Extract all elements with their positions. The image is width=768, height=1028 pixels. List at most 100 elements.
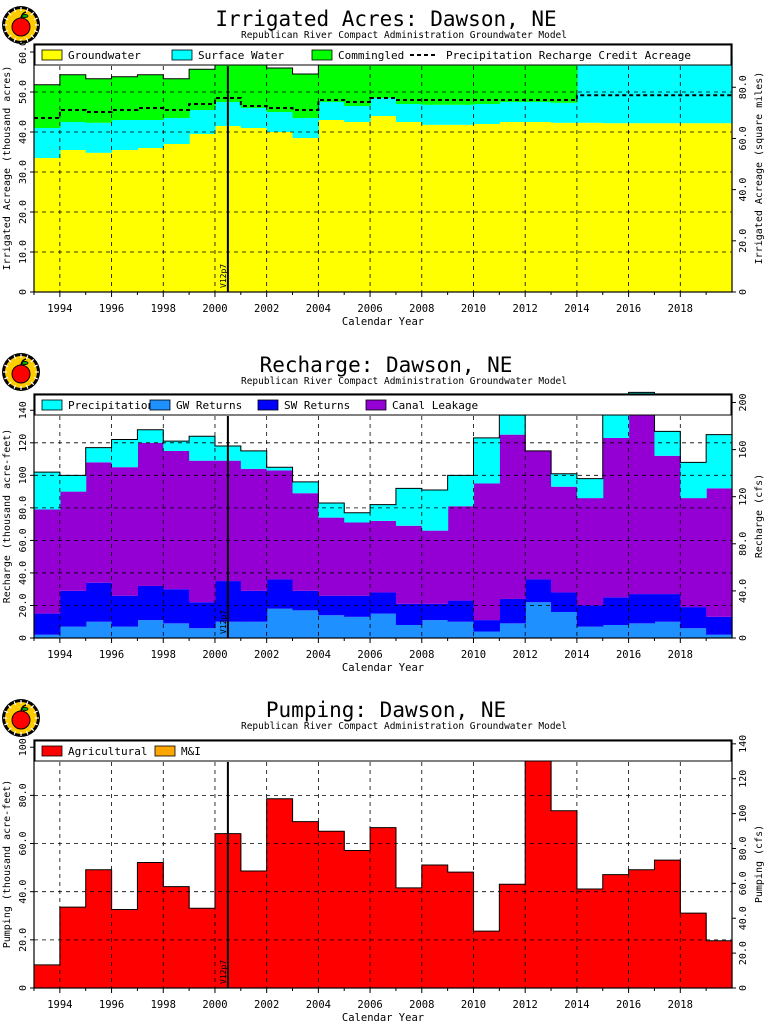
x-axis-label: Calendar Year [342,1012,424,1024]
bar-canal-leakage-1993 [34,509,60,613]
bar-groundwater-1996 [112,150,138,292]
bar-canal-leakage-2004 [318,518,344,596]
ytick-label: 10.0 [18,240,29,264]
bar-gw-returns-2015 [603,625,629,638]
bar-groundwater-2010 [473,124,499,292]
legend-label-recharge-credit: Precipitation Recharge Credit Acreage [446,49,691,62]
bar-sw-returns-2007 [396,604,422,625]
legend-label-sw-returns: SW Returns [284,399,350,412]
bar-surface-water-1994 [60,122,86,150]
bar-agricultural-1997 [137,863,163,988]
bar-sw-returns-1993 [34,614,60,635]
bar-sw-returns-2016 [629,594,655,623]
bar-groundwater-2014 [577,123,603,292]
xtick-label: 2010 [461,303,486,315]
bar-canal-leakage-1998 [163,451,189,589]
ytick-label: 100 [18,738,29,756]
bar-surface-water-2006 [370,98,396,116]
ytick-label: 140 [18,401,29,419]
xtick-label: 2012 [513,649,538,661]
bar-canal-leakage-2019 [706,488,732,617]
xtick-label: 2004 [306,649,331,661]
ytick-label: 120 [18,434,29,452]
y-axis-label: Recharge (thousand acre-feet) [2,429,13,604]
bar-gw-returns-2002 [267,609,293,638]
ytick-label: 100 [18,466,29,484]
bar-gw-returns-2006 [370,614,396,638]
ytick-right-label: 120 [738,488,749,506]
bar-sw-returns-2012 [525,579,551,602]
bar-gw-returns-2001 [241,622,267,638]
bar-groundwater-2019 [706,123,732,292]
bar-surface-water-2007 [396,104,422,122]
ytick-label: 40.0 [18,880,29,904]
bar-groundwater-2008 [422,125,448,292]
legend-swatch-agricultural [42,746,62,756]
bar-surface-water-2003 [293,118,319,138]
ytick-right-label: 20.0 [738,941,749,965]
bar-gw-returns-2010 [473,631,499,638]
bar-gw-returns-1994 [60,627,86,638]
bar-agricultural-1995 [86,870,112,988]
xtick-label: 1996 [99,999,124,1011]
bar-canal-leakage-1997 [137,443,163,586]
y-axis-right-label: Recharge (cfs) [754,474,765,558]
bar-sw-returns-2011 [499,599,525,623]
bar-sw-returns-2001 [241,591,267,622]
bar-precipitation-1996 [112,440,138,468]
bar-precipitation-2004 [318,503,344,518]
bar-surface-water-1996 [112,120,138,150]
ytick-label: 30.0 [18,160,29,184]
ytick-right-label: 20.0 [738,229,749,253]
bar-precipitation-2011 [499,415,525,435]
bar-precipitation-1995 [86,448,112,463]
ytick-right-label: 40.0 [738,579,749,603]
bar-gw-returns-2004 [318,615,344,638]
bar-commingled-1995 [86,79,112,123]
bar-gw-returns-2012 [525,602,551,638]
bar-canal-leakage-2001 [241,469,267,591]
bar-commingled-1993 [34,85,60,128]
bar-canal-leakage-2016 [629,415,655,594]
ytick-label: 60.0 [18,831,29,855]
bar-surface-water-2002 [267,112,293,132]
bar-precipitation-2014 [577,479,603,499]
bar-sw-returns-2003 [293,591,319,611]
bar-precipitation-2015 [603,412,629,438]
xtick-label: 2014 [564,303,589,315]
legend-label-canal-leakage: Canal Leakage [392,399,478,412]
bar-precipitation-2001 [241,451,267,469]
ytick-right-label: 80.0 [738,836,749,860]
bar-agricultural-2009 [448,872,474,988]
bar-agricultural-2008 [422,865,448,988]
bar-precipitation-1999 [189,436,215,460]
x-axis-label: Calendar Year [342,662,424,674]
bar-groundwater-2007 [396,122,422,292]
legend-label-gw-returns: GW Returns [176,399,242,412]
xtick-label: 2002 [254,649,279,661]
bar-agricultural-1998 [163,887,189,988]
bar-agricultural-2006 [370,828,396,988]
bar-surface-water-2009 [448,105,474,125]
xtick-label: 2016 [616,999,641,1011]
legend-swatch-surface-water [172,50,192,60]
bar-surface-water-2004 [318,102,344,120]
bar-sw-returns-1997 [137,586,163,620]
bar-agricultural-1993 [34,965,60,988]
bar-surface-water-2001 [241,108,267,128]
bar-precipitation-1993 [34,472,60,509]
xtick-label: 2018 [668,999,693,1011]
legend-label-m-i: M&I [181,745,201,758]
ytick-right-label: 60.0 [738,871,749,895]
bar-sw-returns-2008 [422,604,448,620]
bar-canal-leakage-2007 [396,526,422,604]
bar-gw-returns-2016 [629,623,655,638]
bar-gw-returns-2007 [396,625,422,638]
bar-surface-water-2011 [499,102,525,122]
xtick-label: 2008 [409,999,434,1011]
bar-agricultural-2016 [629,870,655,988]
